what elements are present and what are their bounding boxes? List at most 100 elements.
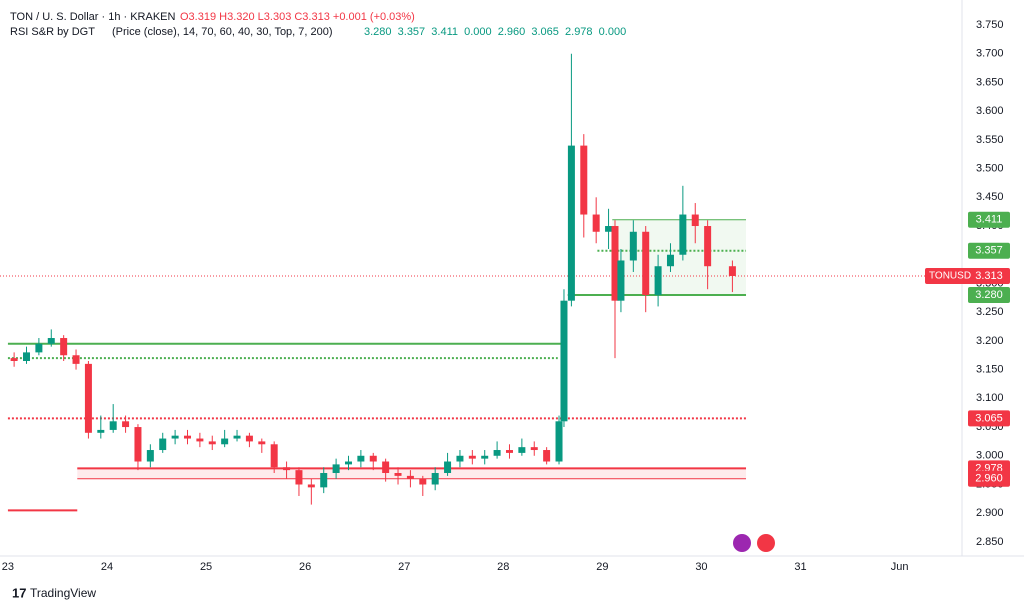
candle-body (270, 444, 278, 468)
candle (307, 478, 315, 505)
candle (444, 452, 452, 476)
icon[interactable] (757, 534, 775, 552)
indicator-params: (Price (close), 14, 70, 60, 40, 30, Top,… (112, 26, 333, 38)
candle (679, 185, 687, 261)
candle-body (382, 461, 390, 474)
candle (481, 450, 489, 465)
candle (72, 349, 80, 370)
candle (691, 203, 699, 244)
candle-body (691, 214, 699, 227)
candle (270, 441, 278, 474)
candle (567, 53, 575, 307)
candle (60, 335, 68, 361)
legend-backdrop (4, 4, 744, 40)
candle-body (560, 300, 568, 422)
candle-body (419, 478, 427, 485)
candle-body (394, 473, 402, 476)
candle-body (183, 435, 191, 439)
candle-body (567, 145, 575, 301)
candle-body (530, 447, 538, 451)
overlay: TON / U. S. Dollar · 1h · KRAKEN O3.319 … (4, 4, 775, 600)
badge-label: 2.960 (975, 473, 1003, 485)
candle (84, 360, 92, 439)
candle (382, 458, 390, 482)
badge-bg (925, 267, 1010, 284)
candle (344, 455, 352, 471)
candle (605, 208, 613, 249)
x-tick-label: 27 (398, 561, 410, 573)
level-badge: 3.411 (968, 211, 1010, 228)
candle-body (406, 475, 414, 479)
candle (23, 346, 31, 364)
candle-body (357, 455, 365, 462)
x-tick-label: Jun (891, 561, 909, 573)
candle-body (307, 484, 315, 488)
badge-label: 3.280 (975, 289, 1003, 301)
candle-body (666, 254, 674, 267)
candle-body (555, 421, 563, 462)
candle-body (97, 429, 105, 433)
x-tick-label: 30 (695, 561, 707, 573)
candle (109, 404, 117, 433)
badge-bg (968, 286, 1010, 303)
candle-body (122, 421, 130, 428)
candle (357, 450, 365, 468)
y-tick-label: 2.850 (976, 536, 1004, 548)
candle-body (35, 343, 43, 353)
candle-body (704, 226, 712, 267)
candle-body (611, 226, 619, 301)
badge-label: 3.065 (975, 412, 1003, 424)
candle (704, 220, 712, 290)
y-tick-label: 3.700 (976, 48, 1004, 60)
badge-bg (968, 242, 1010, 259)
candle-body (518, 447, 526, 453)
axes: 2.8502.9002.9503.0003.0503.1003.1503.200… (2, 19, 1010, 573)
candle-body (109, 421, 117, 430)
x-tick-label: 24 (101, 561, 113, 573)
candle (47, 329, 55, 347)
candle-body (592, 214, 600, 232)
candle (642, 226, 650, 313)
candle (196, 432, 204, 448)
logo-mark: 17 (12, 585, 26, 600)
candle (666, 243, 674, 272)
candle-body (146, 450, 154, 462)
candle (629, 220, 637, 272)
candle-body (208, 441, 216, 445)
candle-body (171, 435, 179, 439)
level-badge: 3.357 (968, 242, 1010, 259)
badge-name: TONUSD (929, 271, 971, 282)
indicator-values: 3.280 3.357 3.411 0.000 2.960 3.065 2.97… (364, 26, 626, 38)
x-tick-label: 26 (299, 561, 311, 573)
candle (332, 458, 340, 479)
candle (617, 248, 625, 313)
candle-body (283, 467, 291, 471)
candle-body (84, 363, 92, 433)
candle-body (679, 214, 687, 255)
y-tick-label: 3.250 (976, 306, 1004, 318)
y-tick-label: 3.450 (976, 191, 1004, 203)
candle (518, 438, 526, 456)
brand: TradingView (30, 586, 96, 600)
y-tick-label: 3.550 (976, 134, 1004, 146)
candle (728, 260, 736, 293)
candle (505, 444, 513, 459)
plot-area (0, 53, 962, 512)
candle-body (344, 461, 352, 465)
candle-body (629, 231, 637, 261)
icon[interactable] (733, 534, 751, 552)
candle (394, 467, 402, 485)
badge-label: 3.313 (975, 270, 1003, 282)
candle (233, 429, 241, 442)
last-price-badge: TONUSD 3.313 (925, 267, 1010, 284)
y-tick-label: 2.900 (976, 507, 1004, 519)
candle (406, 470, 414, 488)
candle-body (60, 338, 68, 356)
y-tick-label: 3.000 (976, 450, 1004, 462)
candle-body (468, 455, 476, 459)
candle-body (320, 473, 328, 488)
candle (295, 467, 303, 496)
candle (654, 254, 662, 307)
candle (369, 452, 377, 471)
